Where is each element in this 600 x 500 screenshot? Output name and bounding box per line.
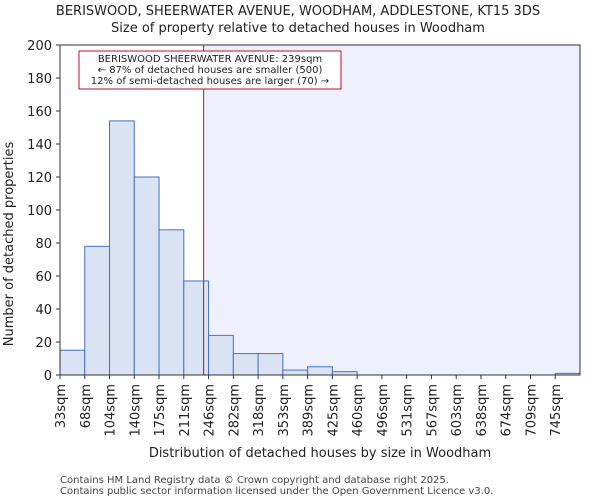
x-tick-label-389sqm: 389sqm bbox=[302, 384, 317, 437]
x-tick-label-496sqm: 496sqm bbox=[376, 384, 391, 437]
footer-line-2: Contains public sector information licen… bbox=[60, 486, 493, 497]
y-tick-label-140: 140 bbox=[27, 138, 52, 153]
shaded-region bbox=[203, 45, 580, 375]
y-tick-label-0: 0 bbox=[44, 369, 52, 384]
x-tick-label-531sqm: 531sqm bbox=[401, 384, 416, 437]
chart-title: BERISWOOD, SHEERWATER AVENUE, WOODHAM, A… bbox=[56, 4, 540, 19]
x-tick-label-104sqm: 104sqm bbox=[104, 384, 119, 437]
x-tick-label-282sqm: 282sqm bbox=[227, 384, 242, 437]
x-tick-label-175sqm: 175sqm bbox=[153, 384, 168, 437]
x-tick-label-140sqm: 140sqm bbox=[128, 384, 143, 437]
x-tick-label-638sqm: 638sqm bbox=[475, 384, 490, 437]
bar-211sqm bbox=[183, 280, 210, 376]
bar-33sqm bbox=[59, 349, 86, 376]
y-tick-label-160: 160 bbox=[27, 105, 52, 120]
y-tick-label-180: 180 bbox=[27, 72, 52, 87]
x-tick-label-567sqm: 567sqm bbox=[425, 384, 440, 437]
x-tick-label-745sqm: 745sqm bbox=[549, 384, 564, 437]
chart-subtitle: Size of property relative to detached ho… bbox=[111, 21, 485, 36]
y-tick-label-40: 40 bbox=[35, 303, 52, 318]
plot-area: 0 20 40 60 80 100 120 140 160 180 200 33sqm 68sqm 104… bbox=[27, 39, 581, 437]
x-tick-label-603sqm: 603sqm bbox=[450, 384, 465, 437]
x-tick-label-246sqm: 246sqm bbox=[203, 384, 218, 437]
y-tick-label-60: 60 bbox=[35, 270, 52, 285]
y-tick-label-80: 80 bbox=[35, 237, 52, 252]
bar-353sqm bbox=[282, 369, 309, 376]
y-axis-label: Number of detached properties bbox=[2, 142, 17, 347]
x-tick-label-33sqm: 33sqm bbox=[54, 384, 69, 428]
footer-line-1: Contains HM Land Registry data © Crown c… bbox=[60, 475, 449, 486]
bar-282sqm bbox=[232, 353, 259, 376]
x-tick-label-709sqm: 709sqm bbox=[524, 384, 539, 437]
x-tick-label-68sqm: 68sqm bbox=[79, 384, 94, 428]
x-tick-label-211sqm: 211sqm bbox=[178, 384, 193, 437]
y-tick-label-120: 120 bbox=[27, 171, 52, 186]
annotation-line-1: BERISWOOD SHEERWATER AVENUE: 239sqm bbox=[98, 54, 322, 65]
bar-140sqm bbox=[133, 176, 160, 376]
bar-318sqm bbox=[257, 353, 284, 376]
annotation-line-3: 12% of semi-detached houses are larger (… bbox=[91, 76, 329, 87]
x-tick-label-318sqm: 318sqm bbox=[252, 384, 267, 437]
annotation-line-2: ← 87% of detached houses are smaller (50… bbox=[98, 65, 323, 76]
x-tick-label-674sqm: 674sqm bbox=[500, 384, 515, 437]
x-tick-label-460sqm: 460sqm bbox=[351, 384, 366, 437]
bar-389sqm bbox=[307, 366, 333, 376]
y-tick-label-200: 200 bbox=[27, 39, 52, 54]
annotation-box bbox=[78, 50, 342, 90]
y-tick-label-20: 20 bbox=[35, 336, 52, 351]
bar-68sqm bbox=[84, 245, 111, 376]
bar-104sqm bbox=[109, 120, 135, 376]
bar-175sqm bbox=[158, 229, 185, 376]
x-axis-label: Distribution of detached houses by size … bbox=[149, 446, 491, 461]
y-tick-label-100: 100 bbox=[27, 204, 52, 219]
bar-246sqm bbox=[208, 334, 234, 376]
x-tick-label-353sqm: 353sqm bbox=[277, 384, 292, 437]
x-tick-label-425sqm: 425sqm bbox=[326, 384, 341, 437]
